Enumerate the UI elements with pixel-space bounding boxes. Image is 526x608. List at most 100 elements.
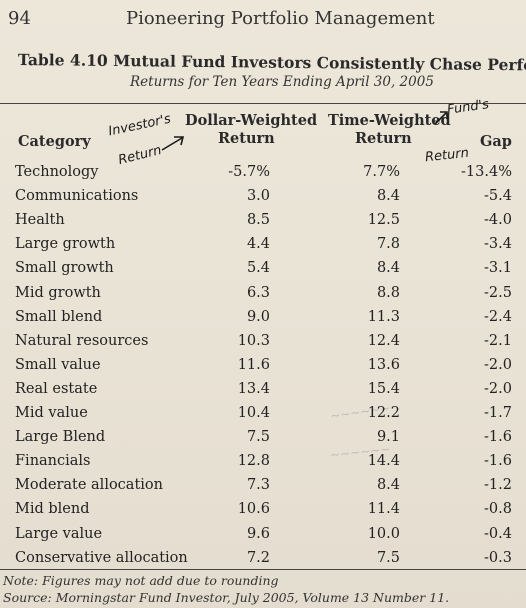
column-header-time-weighted: Time-Weighted xyxy=(328,112,451,129)
row-dollar-weighted: 7.2 xyxy=(246,549,270,566)
table-subtitle: Returns for Ten Years Ending April 30, 2… xyxy=(130,74,434,90)
row-time-weighted: 14.4 xyxy=(367,453,400,470)
book-title: Pioneering Portfolio Management xyxy=(126,8,435,29)
row-dollar-weighted: 13.4 xyxy=(237,380,270,397)
row-gap: -2.0 xyxy=(484,380,512,397)
row-dollar-weighted: 9.0 xyxy=(246,308,270,325)
row-category: Real estate xyxy=(15,380,98,397)
row-time-weighted: 8.4 xyxy=(376,188,400,205)
table-title: Table 4.10 Mutual Fund Investors Consist… xyxy=(17,50,526,76)
table-row: Small blend 9.0 11.3 -2.4 xyxy=(0,309,526,333)
table-top-rule xyxy=(0,103,526,104)
row-category: Health xyxy=(15,212,65,229)
row-time-weighted: 11.3 xyxy=(367,308,400,325)
column-header-time-weighted-return: Return xyxy=(355,130,412,147)
table-row: Communications 3.0 8.4 -5.4 xyxy=(0,188,526,212)
table-note: Note: Figures may not add due to roundin… xyxy=(3,573,279,588)
table-row: Large Blend 7.5 9.1 -1.6 xyxy=(0,429,526,453)
row-gap: -0.3 xyxy=(484,549,512,566)
row-time-weighted: 15.4 xyxy=(367,380,400,397)
table-row: Technology -5.7% 7.7% -13.4% xyxy=(0,164,526,188)
row-dollar-weighted: 12.8 xyxy=(237,453,270,470)
row-gap: -1.6 xyxy=(484,453,512,470)
table-row: Large growth 4.4 7.8 -3.4 xyxy=(0,236,526,260)
row-gap: -4.0 xyxy=(484,212,512,229)
row-time-weighted: 12.4 xyxy=(367,332,400,349)
page-number: 94 xyxy=(8,8,31,29)
table-row: Mid blend 10.6 11.4 -0.8 xyxy=(0,501,526,525)
row-gap: -3.4 xyxy=(484,236,512,253)
row-gap: -2.4 xyxy=(484,308,512,325)
row-dollar-weighted: 3.0 xyxy=(246,188,270,205)
row-category: Moderate allocation xyxy=(15,477,163,494)
row-category: Technology xyxy=(15,164,99,180)
row-gap: -1.2 xyxy=(484,477,512,494)
column-header-gap: Gap xyxy=(480,133,512,150)
row-category: Conservative allocation xyxy=(15,549,188,566)
table-row: Real estate 13.4 15.4 -2.0 xyxy=(0,381,526,405)
row-gap: -2.5 xyxy=(484,284,512,301)
table-row: Mid value 10.4 12.2 -1.7 xyxy=(0,405,526,429)
row-dollar-weighted: 4.4 xyxy=(246,236,270,253)
row-dollar-weighted: 10.6 xyxy=(237,501,270,518)
row-time-weighted: 9.1 xyxy=(376,429,400,446)
row-dollar-weighted: 5.4 xyxy=(246,260,270,277)
row-category: Small value xyxy=(15,356,101,373)
row-gap: -0.4 xyxy=(484,525,512,542)
row-time-weighted: 10.0 xyxy=(367,525,400,542)
row-dollar-weighted: 9.6 xyxy=(246,525,270,542)
row-gap: -1.7 xyxy=(484,405,512,421)
handwritten-arrow-icon xyxy=(434,111,448,125)
row-time-weighted: 11.4 xyxy=(367,501,400,518)
running-head: 94 Pioneering Portfolio Management xyxy=(8,8,508,32)
row-category: Large Blend xyxy=(15,429,106,446)
column-header-dollar-weighted-return: Return xyxy=(218,130,275,147)
row-time-weighted: 8.4 xyxy=(376,260,400,277)
table-row: Large value 9.6 10.0 -0.4 xyxy=(0,526,526,550)
row-time-weighted: 7.5 xyxy=(376,549,400,566)
row-category: Financials xyxy=(15,453,91,470)
row-dollar-weighted: 11.6 xyxy=(237,356,270,373)
row-gap: -0.8 xyxy=(484,501,512,518)
table-row: Natural resources 10.3 12.4 -2.1 xyxy=(0,333,526,357)
row-gap: -13.4% xyxy=(461,164,512,180)
table-row: Conservative allocation 7.2 7.5 -0.3 xyxy=(0,550,526,574)
row-dollar-weighted: 7.3 xyxy=(246,477,270,494)
table-source: Source: Morningstar Fund Investor, July … xyxy=(3,590,450,605)
row-category: Mid value xyxy=(15,405,88,421)
row-time-weighted: 8.4 xyxy=(376,477,400,494)
row-dollar-weighted: -5.7% xyxy=(228,164,270,180)
row-time-weighted: 7.8 xyxy=(376,236,400,253)
table-row: Small growth 5.4 8.4 -3.1 xyxy=(0,260,526,284)
table-row: Small value 11.6 13.6 -2.0 xyxy=(0,357,526,381)
table-row: Health 8.5 12.5 -4.0 xyxy=(0,212,526,236)
table-bottom-rule xyxy=(0,569,526,570)
row-dollar-weighted: 7.5 xyxy=(246,429,270,446)
row-dollar-weighted: 10.4 xyxy=(237,405,270,421)
row-time-weighted: 8.8 xyxy=(376,284,400,301)
row-category: Communications xyxy=(15,188,139,205)
row-category: Small blend xyxy=(15,308,103,325)
row-category: Large value xyxy=(15,525,103,542)
row-time-weighted: 13.6 xyxy=(367,356,400,373)
table-row: Mid growth 6.3 8.8 -2.5 xyxy=(0,285,526,309)
row-gap: -3.1 xyxy=(484,260,512,277)
row-gap: -2.0 xyxy=(484,356,512,373)
column-header-category: Category xyxy=(18,133,91,150)
column-header-dollar-weighted: Dollar-Weighted xyxy=(185,112,318,129)
row-gap: -2.1 xyxy=(484,332,512,349)
table-row: Moderate allocation 7.3 8.4 -1.2 xyxy=(0,477,526,501)
row-time-weighted: 12.2 xyxy=(367,405,400,421)
row-gap: -5.4 xyxy=(484,188,512,205)
handwritten-arrow-icon xyxy=(161,136,185,151)
row-dollar-weighted: 8.5 xyxy=(246,212,270,229)
row-time-weighted: 7.7% xyxy=(363,164,400,180)
row-dollar-weighted: 10.3 xyxy=(237,332,270,349)
row-category: Mid blend xyxy=(15,501,90,518)
row-category: Large growth xyxy=(15,236,116,253)
row-time-weighted: 12.5 xyxy=(367,212,400,229)
table-row: Financials 12.8 14.4 -1.6 xyxy=(0,453,526,477)
row-gap: -1.6 xyxy=(484,429,512,446)
row-category: Small growth xyxy=(15,260,114,277)
